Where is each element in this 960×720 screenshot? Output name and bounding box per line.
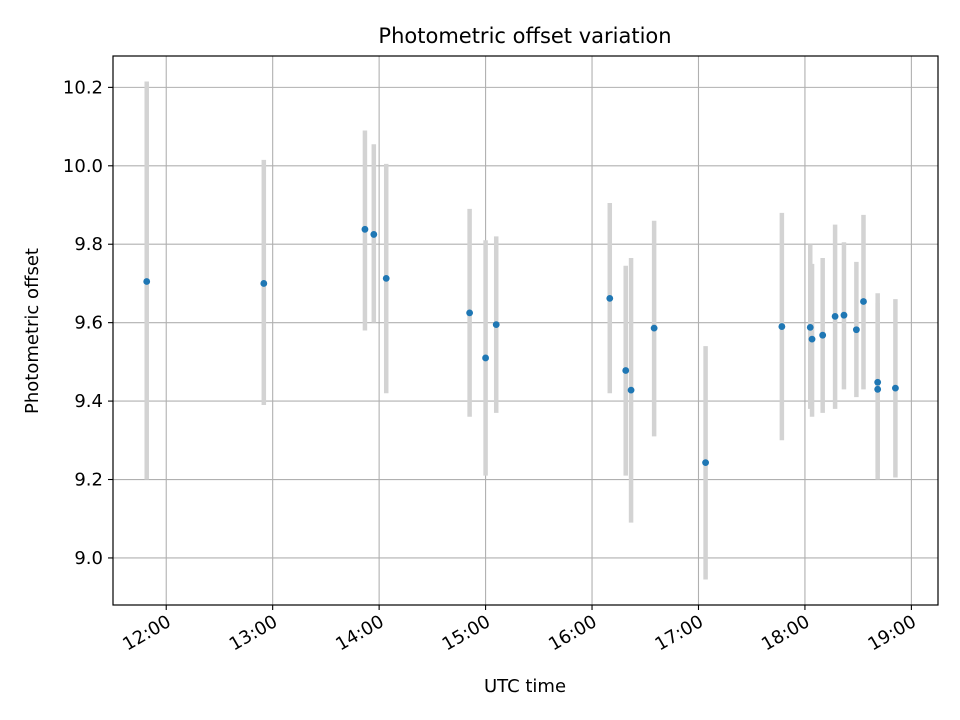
y-tick-label: 9.2 <box>74 470 103 491</box>
data-point <box>143 278 151 285</box>
y-tick-label: 9.4 <box>74 391 103 412</box>
data-point <box>650 324 658 332</box>
data-point <box>606 294 614 302</box>
y-tick-label: 10.2 <box>63 77 103 98</box>
data-point <box>860 298 867 305</box>
y-tick-label: 10.0 <box>63 156 103 177</box>
data-point <box>482 354 489 362</box>
data-point <box>806 323 814 331</box>
data-point <box>778 323 786 330</box>
y-axis-ticks: 9.0 9.2 9.4 9.6 9.8 10.0 10.2 <box>63 77 113 569</box>
data-point <box>260 280 268 287</box>
data-point <box>622 367 630 374</box>
y-tick-label: 9.0 <box>74 548 103 569</box>
y-tick-label: 9.6 <box>74 313 103 334</box>
data-point <box>892 384 899 392</box>
x-tick-label: 13:00 <box>226 611 281 655</box>
plot-frame <box>112 55 939 606</box>
data-point <box>840 311 848 319</box>
x-tick-label: 16:00 <box>545 611 600 655</box>
chart-title: Photometric offset variation <box>378 24 671 48</box>
data-point <box>852 326 860 334</box>
x-tick-label: 15:00 <box>439 611 494 655</box>
x-axis-ticks: 12:00 13:00 14:00 15:00 16:00 17:00 18:00 19:00 <box>119 605 920 655</box>
data-point <box>466 309 474 317</box>
x-tick-label: 17:00 <box>652 611 707 655</box>
y-tick-label: 9.8 <box>74 234 103 255</box>
point-layer <box>143 225 899 467</box>
errorbar-layer <box>144 81 898 580</box>
data-point <box>492 321 500 329</box>
x-tick-label: 18:00 <box>758 611 813 655</box>
data-point <box>874 378 882 386</box>
x-tick-label: 14:00 <box>332 611 387 655</box>
data-point <box>361 225 369 233</box>
data-point <box>831 312 839 320</box>
data-point <box>819 331 827 339</box>
x-axis-title: UTC time <box>484 676 566 697</box>
x-tick-label: 12:00 <box>119 611 174 655</box>
grid-layer <box>113 56 938 605</box>
data-point <box>627 386 635 394</box>
y-axis-title: Photometric offset <box>22 248 43 414</box>
data-point <box>382 274 390 282</box>
data-point <box>370 231 378 238</box>
x-tick-label: 19:00 <box>864 611 919 655</box>
data-point <box>702 459 709 467</box>
data-point <box>874 385 882 393</box>
data-point <box>808 335 816 343</box>
